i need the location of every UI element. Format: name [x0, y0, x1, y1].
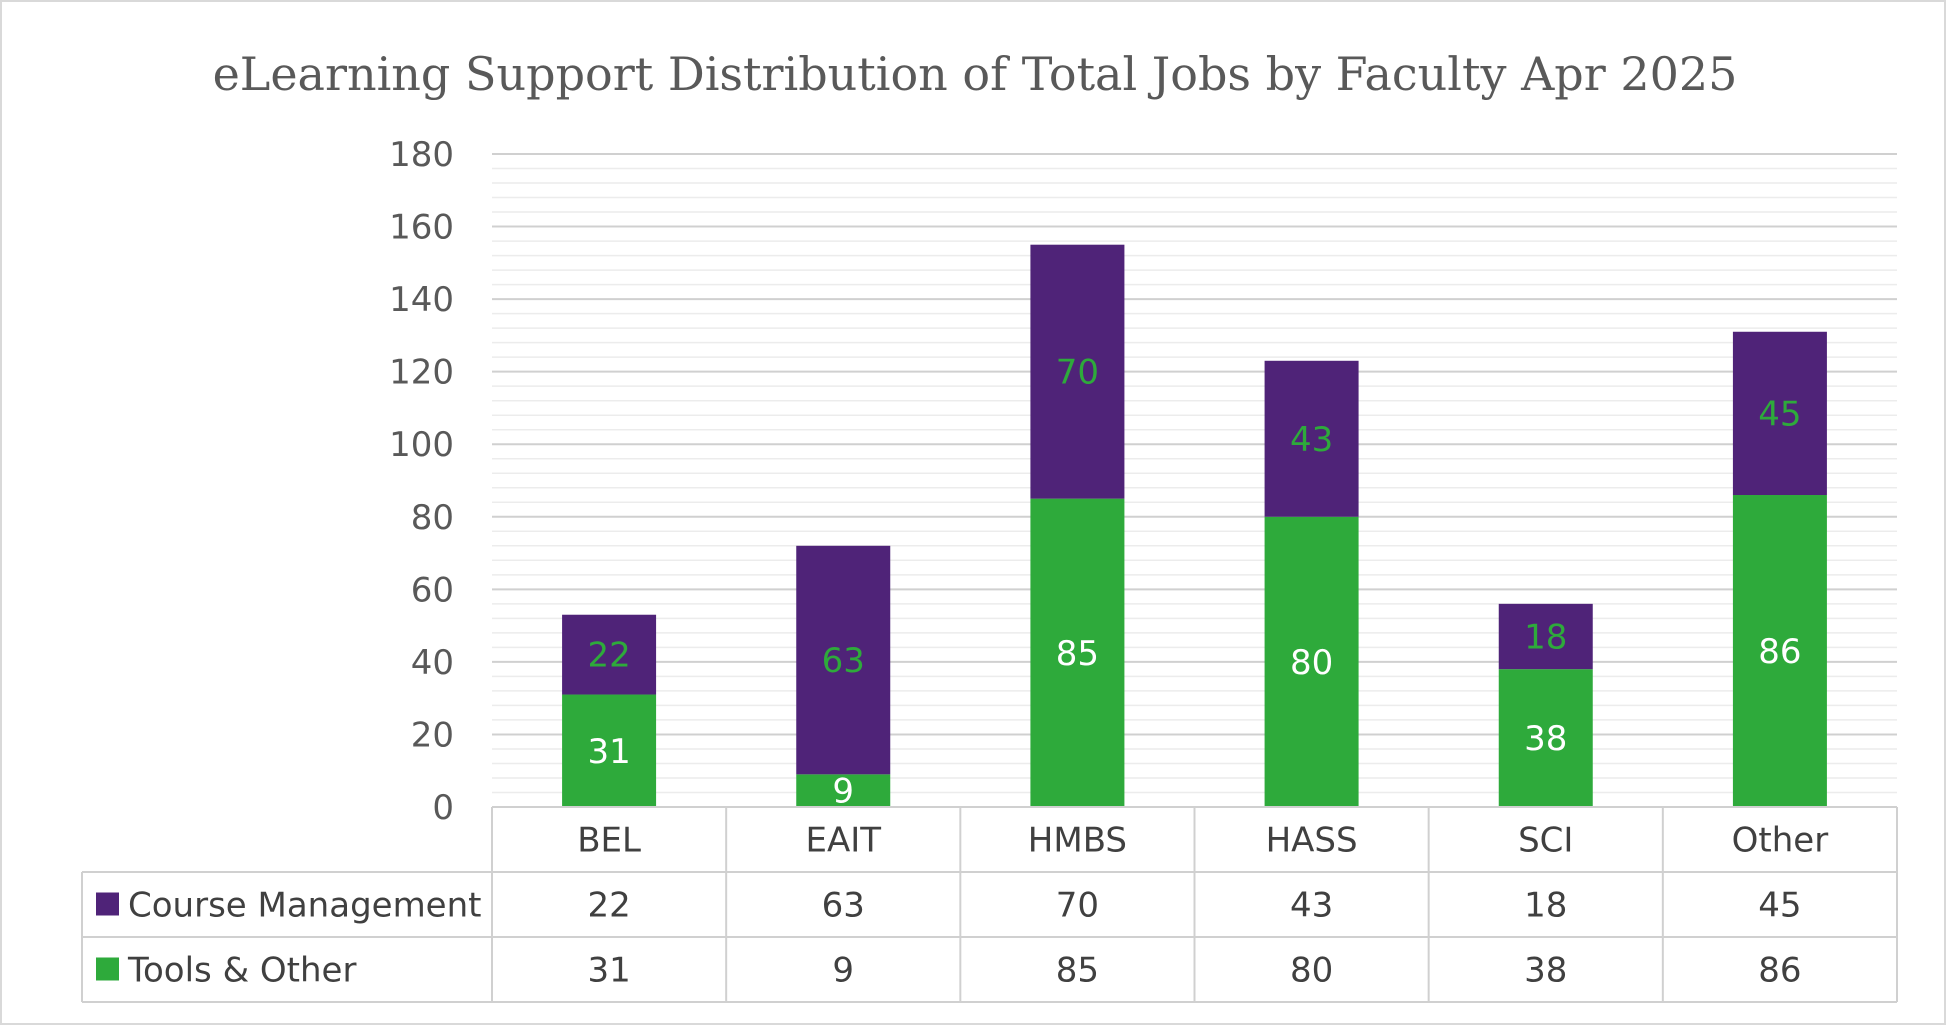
table-cell-value: 31: [587, 951, 630, 991]
gridlines: [492, 153, 1897, 808]
table-cell-value: 45: [1758, 886, 1801, 926]
table-cell-value: 18: [1524, 886, 1567, 926]
legend-swatch: [96, 957, 119, 981]
data-label: 85: [1056, 634, 1099, 674]
y-tick-label: 20: [411, 715, 454, 755]
y-tick-label: 100: [389, 425, 454, 465]
x-category-label: HASS: [1266, 821, 1358, 861]
bar-hmbs-series-1: [1030, 244, 1125, 499]
y-tick-label: 140: [389, 280, 454, 320]
y-tick-label: 180: [389, 135, 454, 175]
table-cell-value: 86: [1758, 951, 1801, 991]
table-cell-value: 63: [822, 886, 865, 926]
y-tick-label: 80: [411, 498, 454, 538]
table-cell-value: 80: [1290, 951, 1333, 991]
x-category-label: HMBS: [1028, 821, 1127, 861]
data-label: 38: [1524, 719, 1567, 759]
bar-hmbs-series-0: [1030, 498, 1125, 807]
data-labels: 31 9 85 80 38 86 22 63 70 43 18 45: [587, 353, 1801, 812]
data-label: 31: [587, 732, 630, 772]
data-label: 80: [1290, 643, 1333, 683]
data-label: 18: [1524, 617, 1567, 657]
table-cell-value: 9: [832, 951, 854, 991]
legend-series-name: Tools & Other: [127, 951, 356, 991]
x-category-label: Other: [1732, 821, 1829, 861]
bars: [562, 244, 1827, 807]
bar-bel-series-0: [562, 694, 657, 807]
data-label: 43: [1290, 420, 1333, 460]
bar-other-series-0: [1732, 495, 1827, 807]
table-cell-value: 38: [1524, 951, 1567, 991]
y-axis-ticks: 0 20 40 60 80 100 120 140 160 180: [389, 135, 454, 828]
table-cell-value: 43: [1290, 886, 1333, 926]
table-cell-value: 22: [587, 886, 630, 926]
x-category-label: EAIT: [805, 821, 881, 861]
data-label: 86: [1758, 632, 1801, 672]
bar-hass-series-0: [1264, 516, 1359, 807]
bar-bel-series-1: [562, 614, 657, 695]
x-category-label: SCI: [1518, 821, 1573, 861]
y-tick-label: 40: [411, 643, 454, 683]
bar-hass-series-1: [1264, 360, 1359, 517]
y-tick-label: 120: [389, 353, 454, 393]
y-tick-label: 0: [432, 788, 454, 828]
data-label: 22: [587, 636, 630, 676]
bar-eait-series-1: [796, 545, 891, 775]
data-label: 70: [1056, 353, 1099, 393]
chart-title: eLearning Support Distribution of Total …: [213, 47, 1738, 101]
table-cell-value: 85: [1056, 951, 1099, 991]
legend-swatch: [96, 892, 119, 916]
table-cell-value: 70: [1056, 886, 1099, 926]
bar-other-series-1: [1732, 331, 1827, 496]
y-tick-label: 60: [411, 570, 454, 610]
legend-series-name: Course Management: [128, 886, 481, 926]
bar-sci-series-1: [1498, 603, 1593, 670]
data-label: 45: [1758, 394, 1801, 434]
data-label: 9: [832, 772, 854, 812]
y-tick-label: 160: [389, 208, 454, 248]
data-table: BEL EAIT HMBS HASS SCI Other Course Management…: [81, 806, 1898, 1003]
bar-eait-series-0: [796, 774, 891, 807]
data-label: 63: [822, 641, 865, 681]
bar-sci-series-0: [1498, 669, 1593, 807]
x-category-label: BEL: [577, 821, 641, 861]
